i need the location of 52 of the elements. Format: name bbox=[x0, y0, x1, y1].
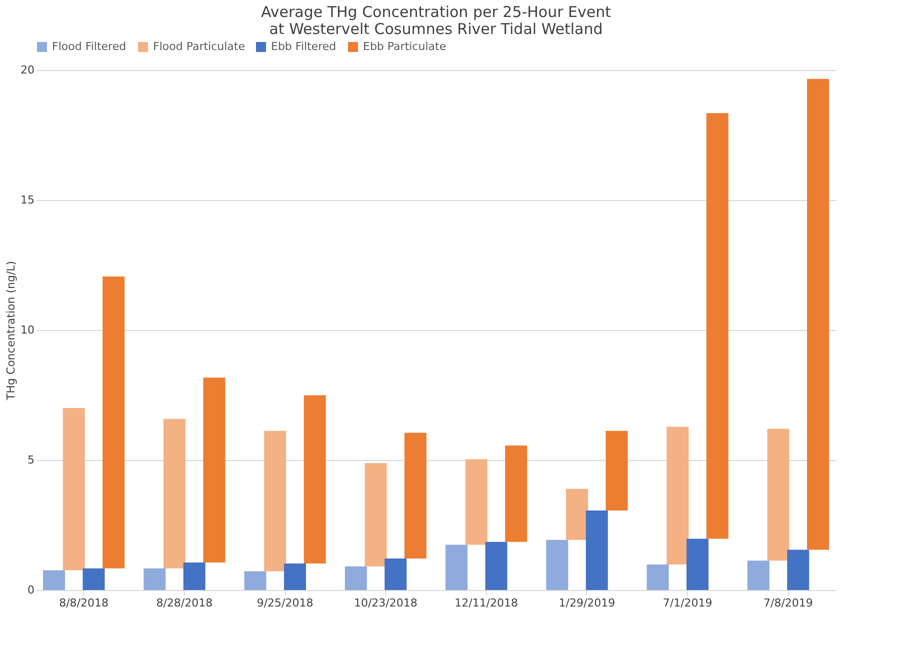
bar bbox=[706, 113, 728, 539]
bar bbox=[82, 568, 105, 590]
bar bbox=[304, 395, 326, 564]
bar bbox=[505, 445, 528, 542]
y-tick-label: 10 bbox=[20, 324, 34, 336]
bar bbox=[62, 408, 85, 570]
x-tick-label: 8/8/2018 bbox=[59, 596, 108, 610]
legend-label: Ebb Filtered bbox=[271, 40, 336, 53]
bar bbox=[284, 563, 306, 590]
bar bbox=[586, 510, 608, 590]
bar bbox=[787, 550, 810, 590]
y-tick-label: 15 bbox=[20, 194, 34, 206]
text: at Westervelt Cosumnes River Tidal Wetland bbox=[269, 20, 603, 38]
x-tick-label: 7/1/2019 bbox=[662, 596, 712, 610]
x-tick-label: 7/8/2019 bbox=[764, 596, 813, 610]
bar bbox=[806, 78, 829, 550]
x-tick-label: 10/23/2018 bbox=[354, 596, 418, 610]
legend-label: Flood Particulate bbox=[153, 40, 246, 53]
bar bbox=[244, 571, 266, 590]
bar bbox=[446, 544, 468, 590]
y-tick-label: 5 bbox=[28, 454, 34, 466]
bar bbox=[404, 432, 426, 559]
bar bbox=[747, 560, 770, 590]
bar bbox=[102, 276, 125, 568]
bar bbox=[264, 430, 286, 572]
text: Average THg Concentration per 25-Hour Event bbox=[260, 3, 612, 21]
bar bbox=[546, 540, 568, 590]
y-axis-title: THg Concentration (ng/L) bbox=[4, 260, 18, 402]
x-tick-label: 1/29/2019 bbox=[558, 596, 616, 610]
bar bbox=[666, 426, 689, 565]
bar bbox=[144, 568, 166, 590]
bar bbox=[767, 428, 790, 561]
legend-label: Ebb Particulate bbox=[363, 40, 446, 53]
bar bbox=[183, 562, 206, 590]
bar bbox=[384, 558, 407, 590]
x-tick-label: 8/28/2018 bbox=[156, 596, 213, 610]
x-tick-label: 12/11/2018 bbox=[454, 596, 518, 610]
y-tick-label: 20 bbox=[20, 64, 34, 76]
x-tick-label: 9/25/2018 bbox=[256, 596, 314, 610]
bar bbox=[344, 566, 367, 590]
bar bbox=[465, 459, 488, 545]
y-tick-label: 0 bbox=[28, 584, 34, 596]
bar bbox=[686, 538, 709, 590]
bar bbox=[43, 570, 66, 590]
legend-label: Flood Filtered bbox=[52, 40, 126, 53]
bar bbox=[485, 542, 508, 590]
bar bbox=[646, 564, 669, 590]
bar bbox=[203, 378, 226, 562]
bar bbox=[566, 488, 588, 540]
bar bbox=[364, 463, 387, 566]
bar bbox=[163, 418, 186, 568]
bar bbox=[606, 430, 628, 510]
